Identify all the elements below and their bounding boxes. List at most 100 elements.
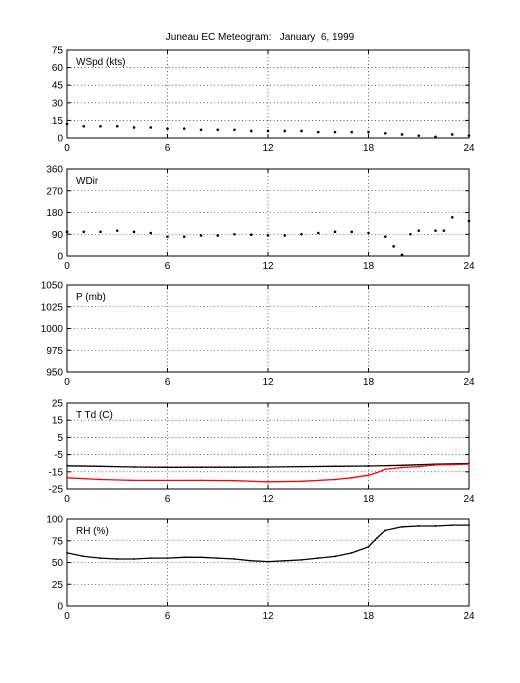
y-tick-label: 5 — [57, 433, 63, 444]
data-point — [216, 234, 220, 237]
data-point — [66, 552, 68, 554]
data-point — [401, 466, 403, 469]
data-point — [82, 124, 86, 128]
x-tick-label: 12 — [262, 377, 274, 388]
data-point — [166, 479, 169, 482]
data-point — [233, 558, 236, 560]
data-point — [300, 232, 303, 236]
data-point — [334, 555, 336, 558]
data-point — [300, 465, 303, 468]
data-point — [384, 529, 387, 532]
data-point — [267, 560, 269, 563]
x-tick-label: 0 — [64, 261, 70, 272]
data-point — [66, 476, 68, 479]
data-point — [99, 478, 102, 481]
data-point — [383, 132, 387, 135]
data-point — [417, 525, 420, 527]
data-point — [166, 235, 169, 238]
data-point — [467, 134, 471, 137]
data-point — [166, 127, 169, 130]
data-point — [99, 124, 102, 128]
panel-label: RH (%) — [76, 526, 109, 537]
x-tick-label: 18 — [363, 494, 375, 505]
data-point — [116, 558, 119, 560]
x-tick-label: 6 — [165, 143, 171, 154]
data-point — [266, 129, 270, 133]
data-point — [200, 479, 202, 482]
data-point — [434, 464, 437, 466]
y-tick-label: 100 — [46, 515, 63, 526]
data-point — [233, 466, 236, 469]
data-point — [65, 122, 69, 126]
data-point — [65, 230, 69, 234]
data-point — [367, 130, 370, 134]
y-tick-label: 1025 — [41, 302, 64, 313]
y-tick-label: 270 — [46, 186, 63, 197]
data-point — [401, 525, 403, 528]
panel-label: WDir — [76, 176, 99, 187]
x-tick-label: 12 — [262, 261, 274, 272]
data-point — [375, 471, 378, 474]
data-point — [367, 474, 370, 477]
data-point — [300, 558, 303, 561]
data-point — [82, 555, 85, 558]
y-tick-label: 1050 — [41, 281, 64, 292]
data-point — [317, 557, 320, 560]
data-point — [350, 230, 354, 234]
data-point — [133, 466, 135, 468]
data-point — [132, 230, 136, 234]
data-point — [468, 524, 470, 526]
y-tick-label: 60 — [52, 63, 64, 74]
data-point — [451, 463, 454, 466]
data-point — [400, 253, 404, 257]
data-point — [383, 235, 387, 238]
data-point — [300, 129, 303, 133]
data-point — [99, 557, 102, 560]
data-point — [375, 537, 378, 540]
data-point — [409, 232, 412, 236]
x-tick-label: 12 — [262, 611, 274, 622]
data-point — [66, 464, 68, 467]
x-tick-label: 24 — [463, 377, 475, 388]
series-line — [66, 524, 469, 563]
data-point — [434, 525, 437, 527]
data-point — [417, 134, 421, 137]
y-tick-label: -25 — [49, 485, 64, 496]
data-point — [149, 231, 153, 235]
x-tick-label: 0 — [64, 611, 70, 622]
x-tick-label: 24 — [463, 611, 475, 622]
y-tick-label: -5 — [54, 450, 63, 461]
data-point — [334, 465, 336, 468]
y-tick-label: 1000 — [41, 324, 64, 335]
data-point — [434, 229, 437, 232]
data-point — [283, 559, 286, 562]
data-point — [283, 234, 287, 237]
data-point — [249, 233, 253, 237]
data-point — [350, 130, 354, 134]
x-tick-label: 12 — [262, 494, 274, 505]
y-tick-label: 0 — [57, 602, 63, 613]
data-point — [367, 545, 370, 548]
x-tick-label: 18 — [363, 261, 375, 272]
data-point — [166, 466, 169, 469]
data-point — [199, 234, 203, 237]
y-tick-label: 25 — [52, 580, 64, 591]
y-tick-label: 75 — [52, 536, 64, 547]
y-tick-label: 75 — [52, 46, 64, 57]
y-tick-label: 950 — [46, 368, 63, 379]
y-tick-label: 180 — [46, 208, 63, 219]
data-point — [350, 552, 353, 554]
y-tick-label: 30 — [52, 98, 64, 109]
data-point — [266, 234, 270, 237]
data-point — [300, 480, 303, 483]
data-point — [333, 130, 337, 134]
data-point — [333, 230, 337, 234]
data-point — [417, 229, 421, 232]
figure-title: Juneau EC Meteogram: January 6, 1999 — [165, 32, 355, 43]
data-point — [182, 127, 186, 130]
data-point — [250, 559, 253, 562]
data-point — [115, 124, 119, 128]
data-point — [132, 126, 136, 129]
x-tick-label: 12 — [262, 143, 274, 154]
plot-frame — [66, 49, 470, 139]
